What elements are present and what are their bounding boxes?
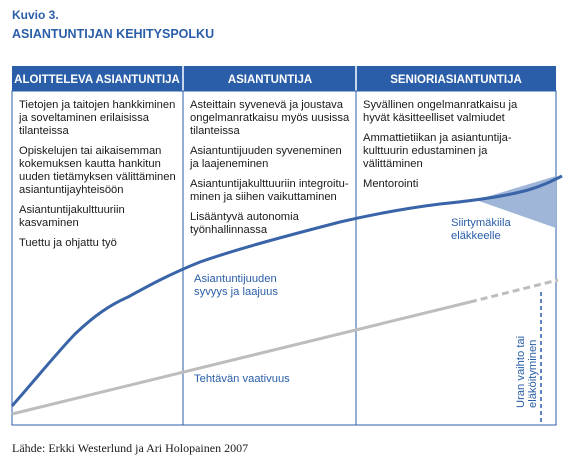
- beginner-item: Tuettu ja ohjattu työ: [19, 237, 117, 249]
- senior-item: Mentorointi: [363, 178, 419, 190]
- expert-item: Lisääntyvä autonomia työnhallinnassa: [190, 211, 299, 236]
- source-note: Lähde: Erkki Westerlund ja Ari Holopaine…: [12, 441, 249, 455]
- column-header-beginner: ALOITTELEVA ASIANTUNTIJA: [14, 74, 180, 86]
- table-frame: [11, 90, 557, 426]
- task-demand-label: Tehtävän vaativuus: [194, 373, 290, 385]
- task-demand-curve-dashed: [469, 278, 559, 304]
- column-expert-content: Asteittain syvenevä ja joustava ongelman…: [190, 99, 352, 244]
- retirement-wedge-label: Siirtymäkiila eläkkeelle: [451, 217, 511, 242]
- retirement-wedge: [476, 176, 556, 228]
- column-senior-content: Syvällinen ongelmanratkaisu ja hyvät käs…: [363, 99, 543, 198]
- beginner-item: Opiskelujen tai aikaisemman kokemuksen k…: [19, 145, 176, 196]
- expert-item: Asteittain syvenevä ja joustava ongelman…: [190, 99, 350, 137]
- column-header-expert: ASIANTUNTIJA: [228, 74, 312, 86]
- expert-item: Asiantuntijuuden syveneminen ja laajenem…: [190, 145, 342, 170]
- senior-item: Syvällinen ongelmanratkaisu ja hyvät käs…: [363, 99, 518, 124]
- career-change-label: Uran vaihto tai eläköityminen: [515, 335, 539, 408]
- beginner-item: Asiantuntijakulttuuriin kasvaminen: [19, 204, 125, 229]
- task-demand-curve: [11, 300, 471, 416]
- expert-item: Asiantuntijakulttuuriin integroitu-minen…: [190, 178, 349, 203]
- beginner-item: Tietojen ja taitojen hankkiminen ja sove…: [19, 99, 176, 137]
- senior-item: Ammattietiikan ja asiantuntija-kulttuuri…: [363, 132, 512, 170]
- figure-title: ASIANTUNTIJAN KEHITYSPOLKU: [12, 27, 215, 41]
- column-header-senior: SENIORIASIANTUNTIJA: [390, 74, 522, 86]
- expertise-curve-label: Asiantuntijuuden syvyys ja laajuus: [194, 273, 278, 298]
- figure-label: Kuvio 3.: [12, 8, 59, 22]
- expertise-curve: [10, 174, 563, 407]
- column-beginner-content: Tietojen ja taitojen hankkiminen ja sove…: [19, 99, 179, 257]
- header-band: [12, 66, 556, 91]
